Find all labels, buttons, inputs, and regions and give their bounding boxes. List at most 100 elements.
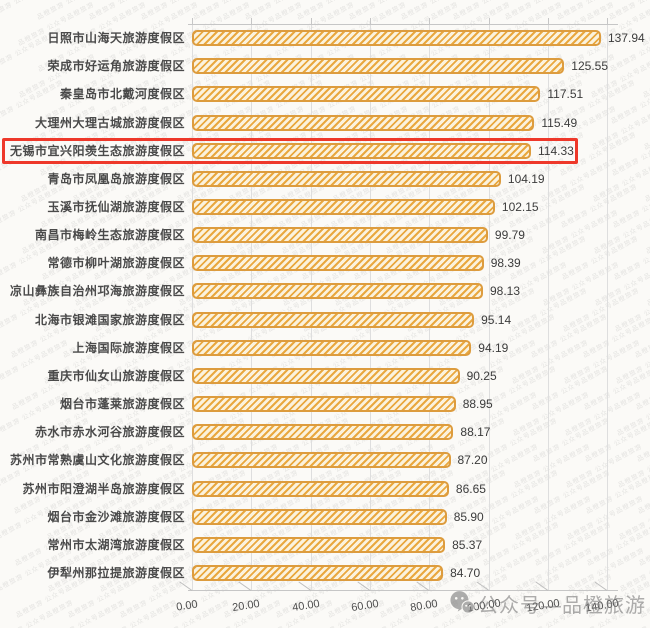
chart-row: 凉山彝族自治州邛海旅游度假区 98.13 [0,277,650,305]
category-label: 日照市山海天旅游度假区 [47,31,185,45]
category-label: 大理州大理古城旅游度假区 [34,115,185,130]
bar [192,142,531,159]
category-label: 秦皇岛市北戴河度假区 [59,87,185,102]
value-label: 88.17 [460,425,491,440]
category-label: 赤水市赤水河谷旅游度假区 [34,425,185,440]
top-axis-tick [251,18,253,24]
value-label: 99.79 [494,228,525,243]
chart-row: 日照市山海天旅游度假区 137.94 [0,24,650,52]
category-label: 烟台市金沙滩旅游度假区 [47,509,185,524]
chart-row: 玉溪市抚仙湖旅游度假区 102.15 [0,193,650,221]
bar [192,339,472,356]
bar [192,565,444,581]
top-axis-line [188,24,618,25]
chart-row: 伊犁州那拉提旅游度假区 84.70 [0,559,650,587]
bar [192,508,447,525]
value-label: 98.13 [490,284,521,299]
gridline [369,24,371,590]
chart-row: 北海市银滩国家旅游度假区 95.14 [0,306,650,334]
category-label: 常州市太湖湾旅游度假区 [47,537,185,552]
value-label: 102.15 [501,200,539,214]
x-tick-label: 0.00 [175,598,199,614]
chart-row: 青岛市凤凰岛旅游度假区 104.19 [0,165,650,193]
value-label: 84.70 [450,566,481,580]
category-label: 青岛市凤凰岛旅游度假区 [47,171,185,186]
x-tick-label: 20.00 [231,597,261,615]
highlight-box [2,138,578,165]
bar [192,396,456,413]
gridline [192,24,193,590]
x-tick-label: 80.00 [409,597,439,615]
bar [192,114,535,131]
x-tick-label: 140.00 [584,597,620,615]
category-label: 玉溪市抚仙湖旅游度假区 [47,200,185,214]
chart-row: 常州市太湖湾旅游度假区 85.37 [0,531,650,559]
bar [192,536,446,553]
chart-row: 大理州大理古城旅游度假区 115.49 [0,109,650,137]
category-label: 苏州市阳澄湖半岛旅游度假区 [22,481,185,496]
gridline [488,24,490,590]
top-axis-tick [310,18,312,24]
chart-row: 烟台市金沙滩旅游度假区 85.90 [0,503,650,531]
chart-row: 重庆市仙女山旅游度假区 90.25 [0,362,650,390]
bar [192,227,488,244]
bar [192,58,565,75]
value-label: 94.19 [478,340,509,355]
category-label: 苏州市常熟虞山文化旅游度假区 [9,453,185,468]
bottom-axis-line [188,590,618,591]
value-label: 98.39 [490,256,521,271]
value-label: 88.95 [462,397,493,412]
bar [192,452,451,469]
x-tick-label: 120.00 [525,597,561,615]
category-label: 南昌市梅岭生态旅游度假区 [34,228,185,243]
top-axis-tick [547,18,549,24]
chart-row: 苏州市常熟虞山文化旅游度假区 87.20 [0,446,650,474]
value-label: 115.49 [541,115,578,130]
value-label: 137.94 [608,31,645,45]
value-label: 117.51 [547,87,584,102]
chart-row: 秦皇岛市北戴河度假区 117.51 [0,80,650,108]
bar [192,255,484,272]
gridline [429,24,431,590]
value-label: 104.19 [507,171,545,186]
category-label: 重庆市仙女山旅游度假区 [47,368,185,383]
bar [192,283,483,300]
gridline [547,24,549,590]
top-axis-tick [192,18,193,24]
value-label: 125.55 [571,59,608,74]
category-label: 伊犁州那拉提旅游度假区 [47,566,185,580]
chart-row: 赤水市赤水河谷旅游度假区 88.17 [0,418,650,446]
bar [192,170,501,187]
category-label: 无锡市宜兴阳羡生态旅游度假区 [9,143,185,158]
chart-row: 无锡市宜兴阳羡生态旅游度假区 114.33 [0,137,650,165]
top-axis-tick [429,18,431,24]
gridline [310,24,312,590]
chart-row: 烟台市蓬莱旅游度假区 88.95 [0,390,650,418]
bar [192,30,601,46]
value-label: 87.20 [457,453,488,468]
category-label: 常德市柳叶湖旅游度假区 [47,256,185,271]
value-label: 86.65 [455,481,486,496]
x-tick-label: 100.00 [465,597,502,615]
value-label: 85.90 [453,509,484,524]
top-axis-tick [488,18,490,24]
bar [192,424,454,441]
bar [192,311,475,328]
gridline [607,24,609,590]
x-tick-label: 40.00 [291,597,321,615]
x-tick-label: 60.00 [350,597,380,615]
bar [192,480,449,497]
category-label: 上海国际旅游度假区 [72,340,185,355]
chart-row: 荣成市好运角旅游度假区 125.55 [0,52,650,80]
value-label: 85.37 [452,537,483,552]
category-label: 烟台市蓬莱旅游度假区 [59,397,185,412]
bar [192,199,495,215]
chart-row: 南昌市梅岭生态旅游度假区 99.79 [0,221,650,249]
bar [192,367,460,384]
category-label: 荣成市好运角旅游度假区 [47,59,185,74]
top-axis-tick [607,18,609,24]
chart-row: 苏州市阳澄湖半岛旅游度假区 86.65 [0,475,650,503]
value-label: 95.14 [481,312,512,327]
